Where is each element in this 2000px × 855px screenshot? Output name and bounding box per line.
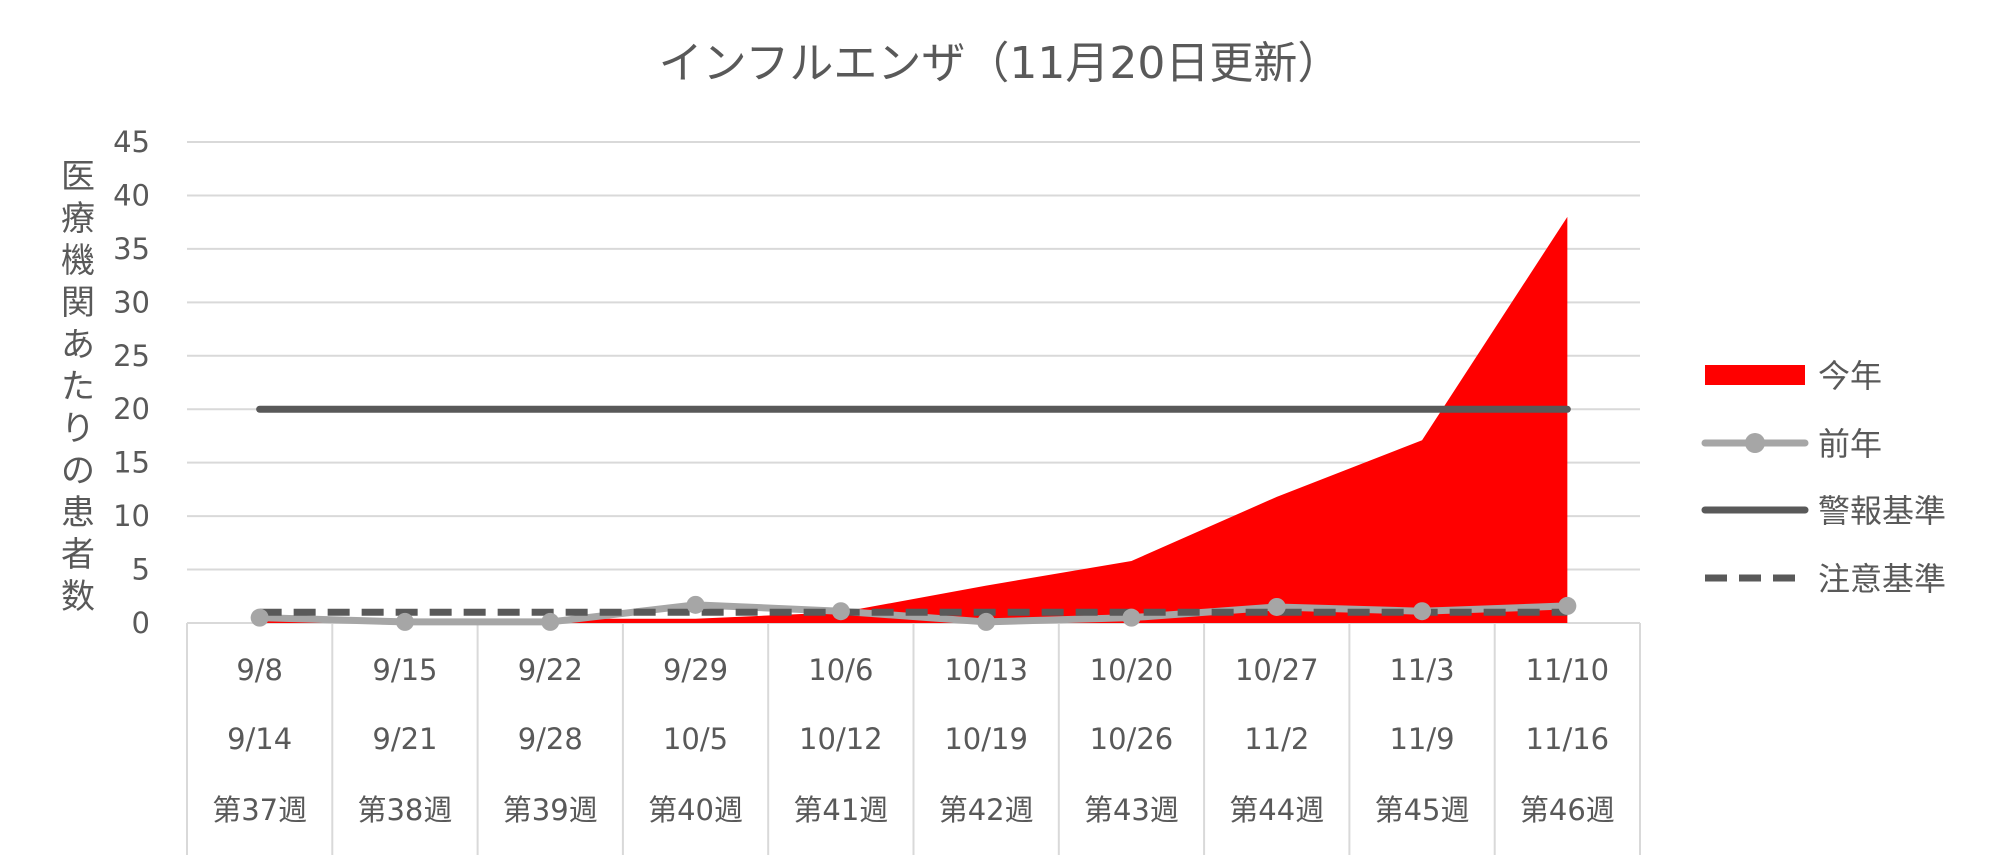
- x-label-end-date: 11/2: [1244, 722, 1309, 756]
- x-label-week: 第42週: [939, 793, 1034, 827]
- y-axis-label-char: 者: [61, 535, 95, 575]
- x-axis: 9/8 9/14 第37週 9/15 9/21 第38週 9/22 9/28 第39週 9/29 1…: [186, 622, 1641, 855]
- series-point-previous-year: [541, 612, 560, 631]
- x-label-start-date: 9/8: [236, 653, 283, 687]
- legend-label: 注意基準: [1818, 560, 1946, 598]
- series-point-previous-year: [1267, 597, 1286, 616]
- y-axis-label-char: あ: [61, 325, 95, 365]
- x-label-end-date: 10/26: [1090, 722, 1174, 756]
- y-axis-label-char: 医: [61, 157, 95, 197]
- series-point-previous-year: [1413, 602, 1432, 621]
- x-label-start-date: 9/29: [663, 653, 728, 687]
- x-label-end-date: 11/16: [1526, 722, 1610, 756]
- x-label-end-date: 9/21: [372, 722, 437, 756]
- legend-marker-previous-year: [1745, 433, 1765, 453]
- y-axis-label-char: の: [61, 451, 95, 491]
- x-label-week: 第46週: [1520, 793, 1615, 827]
- x-label-week: 第41週: [793, 793, 888, 827]
- x-label-week: 第45週: [1375, 793, 1470, 827]
- x-label-start-date: 10/13: [944, 653, 1028, 687]
- y-axis-label-char: 機: [61, 241, 95, 281]
- x-label-week: 第40週: [648, 793, 743, 827]
- legend-label: 警報基準: [1818, 492, 1946, 530]
- x-label-start-date: 9/15: [372, 653, 437, 687]
- x-label-end-date: 9/14: [227, 722, 292, 756]
- y-tick-label: 40: [113, 178, 150, 212]
- y-axis-label-char: り: [61, 409, 95, 449]
- y-axis-label-char: 数: [61, 577, 95, 617]
- x-label-start-date: 9/22: [518, 653, 583, 687]
- y-tick-label: 10: [113, 499, 150, 533]
- series-point-previous-year: [686, 595, 705, 614]
- y-axis-label-char: 関: [61, 283, 95, 323]
- plot-area: [250, 216, 1577, 631]
- x-label-end-date: 9/28: [518, 722, 583, 756]
- x-label-end-date: 10/19: [944, 722, 1028, 756]
- x-label-week: 第37週: [212, 793, 307, 827]
- y-tick-label: 5: [132, 553, 150, 587]
- y-axis-label-char: 患: [61, 493, 95, 533]
- y-axis-label-char: 療: [61, 199, 95, 239]
- chart-title: インフルエンザ（11月20日更新）: [659, 38, 1342, 89]
- x-label-week: 第43週: [1084, 793, 1179, 827]
- y-tick-label: 35: [113, 232, 150, 266]
- x-label-end-date: 11/9: [1389, 722, 1454, 756]
- y-tick-label: 15: [113, 446, 150, 480]
- y-tick-label: 20: [113, 392, 150, 426]
- x-label-start-date: 11/10: [1526, 653, 1610, 687]
- x-label-start-date: 10/27: [1235, 653, 1319, 687]
- x-label-end-date: 10/5: [663, 722, 728, 756]
- legend-swatch-this-year: [1705, 365, 1805, 385]
- x-label-week: 第39週: [503, 793, 598, 827]
- x-label-week: 第38週: [357, 793, 452, 827]
- series-point-previous-year: [250, 608, 269, 627]
- x-label-start-date: 10/20: [1090, 653, 1174, 687]
- series-point-previous-year: [831, 602, 850, 621]
- x-label-end-date: 10/12: [799, 722, 883, 756]
- y-tick-label: 0: [132, 606, 150, 640]
- series-area-this-year: [259, 216, 1568, 624]
- y-axis-label-char: た: [61, 367, 95, 407]
- legend-label: 前年: [1818, 425, 1882, 463]
- x-label-week: 第44週: [1229, 793, 1324, 827]
- series-point-previous-year: [1558, 596, 1577, 615]
- x-label-start-date: 10/6: [808, 653, 873, 687]
- y-tick-label: 30: [113, 285, 150, 319]
- series-point-previous-year: [1122, 608, 1141, 627]
- series-point-previous-year: [395, 612, 414, 631]
- y-tick-label: 45: [113, 125, 150, 159]
- x-label-start-date: 11/3: [1389, 653, 1454, 687]
- series-point-previous-year: [977, 612, 996, 631]
- y-axis-ticks: 0 5 10 15 20 25 30 35 40 45: [113, 125, 150, 640]
- legend-label: 今年: [1818, 357, 1882, 395]
- y-tick-label: 25: [113, 339, 150, 373]
